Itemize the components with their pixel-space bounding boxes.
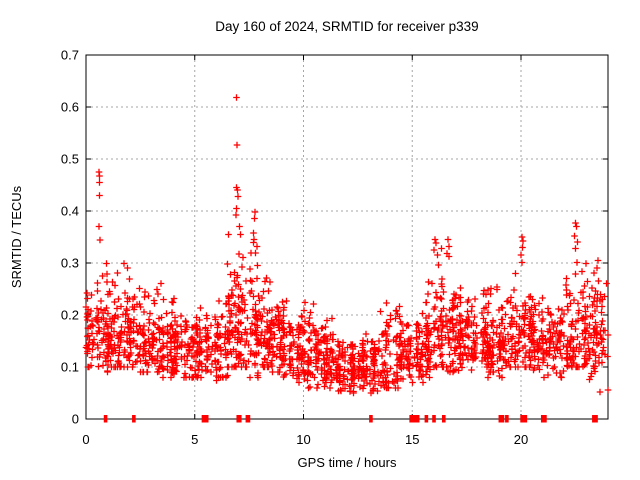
- zero-value-marker: [594, 415, 598, 423]
- zero-value-markers: [103, 415, 598, 423]
- zero-value-marker: [369, 415, 373, 423]
- y-tick-label: 0: [72, 412, 79, 427]
- y-axis-label: SRMTID / TECUs: [9, 185, 24, 288]
- x-tick-labels: 0 5 10 15 20: [82, 432, 528, 447]
- zero-value-marker: [500, 415, 505, 423]
- zero-value-marker: [132, 415, 136, 423]
- x-tick-label: 0: [82, 432, 89, 447]
- plot-border: [85, 54, 609, 420]
- x-tick-label: 10: [296, 432, 310, 447]
- zero-value-marker: [520, 415, 524, 423]
- zero-value-marker: [441, 415, 446, 423]
- zero-value-marker: [523, 415, 528, 423]
- y-tick-label: 0.5: [61, 152, 79, 167]
- zero-value-marker: [103, 415, 108, 423]
- zero-value-marker: [237, 415, 242, 423]
- zero-value-marker: [204, 415, 209, 423]
- data-points-series-srmtid: [82, 94, 612, 397]
- y-tick-label: 0.6: [61, 100, 79, 115]
- zero-value-marker: [498, 415, 503, 423]
- y-tick-label: 0.7: [61, 48, 79, 63]
- chart-title: Day 160 of 2024, SRMTID for receiver p33…: [215, 19, 478, 34]
- zero-value-marker: [411, 415, 416, 423]
- y-tick-labels: 0 0.1 0.2 0.3 0.4 0.5 0.6 0.7: [61, 48, 79, 427]
- zero-value-marker: [409, 415, 413, 423]
- y-tick-label: 0.1: [61, 360, 79, 375]
- zero-value-marker: [540, 415, 545, 423]
- y-tick-label: 0.2: [61, 308, 79, 323]
- x-tick-label: 15: [405, 432, 419, 447]
- x-tick-label: 20: [514, 432, 528, 447]
- zero-value-marker: [413, 415, 418, 423]
- zero-value-marker: [505, 415, 509, 423]
- zero-value-marker: [246, 415, 251, 423]
- y-tick-label: 0.4: [61, 204, 79, 219]
- y-tick-label: 0.3: [61, 256, 79, 271]
- zero-value-marker: [432, 415, 436, 423]
- x-tick-label: 5: [191, 432, 198, 447]
- zero-value-marker: [592, 415, 596, 423]
- zero-value-marker: [201, 415, 206, 423]
- x-axis-label: GPS time / hours: [298, 455, 397, 470]
- zero-value-marker: [415, 415, 420, 423]
- zero-value-marker: [424, 415, 429, 423]
- zero-value-marker: [543, 415, 547, 423]
